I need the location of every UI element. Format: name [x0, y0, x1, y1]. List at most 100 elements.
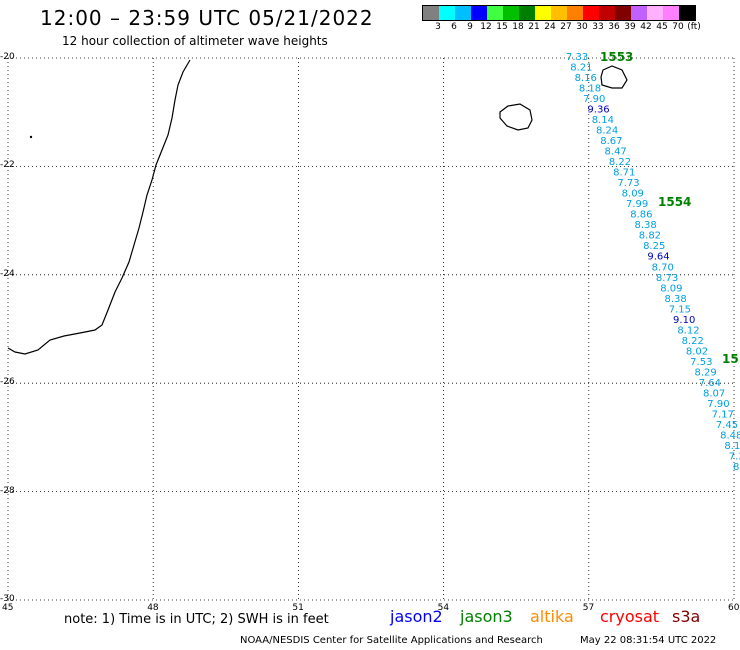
- longitude-label: 54: [437, 603, 450, 613]
- legend-label: 9: [467, 22, 473, 32]
- pass-time-label: 1553: [600, 50, 633, 64]
- wave-height-label: 8.18: [579, 84, 601, 95]
- legend-swatch: [535, 6, 551, 20]
- wave-height-label: 8.02: [686, 346, 708, 357]
- latitude-label: -28: [0, 485, 15, 496]
- legend-swatch: [615, 6, 631, 20]
- wave-height-label: 7.53: [690, 357, 712, 368]
- wave-height-label: 7.90: [707, 399, 729, 410]
- wave-height-label: 8.82: [639, 231, 661, 242]
- legend-label: 21: [528, 22, 540, 32]
- longitude-label: 48: [147, 603, 159, 613]
- legend-label: 45: [656, 22, 668, 32]
- wave-height-label: 7.3: [729, 451, 740, 462]
- wave-height-label: 8.09: [660, 283, 682, 294]
- satellite-legend-item: altika: [530, 607, 574, 626]
- reunion-island: [499, 103, 533, 131]
- satellite-legend-item: s3a: [672, 607, 701, 626]
- wave-height-label: 8.70: [652, 262, 674, 273]
- legend-label: 3: [435, 22, 441, 32]
- longitude-label: 60: [728, 603, 740, 613]
- wave-height-label: 8.12: [677, 325, 699, 336]
- map-subtitle: 12 hour collection of altimeter wave hei…: [62, 34, 328, 48]
- legend-swatch: [503, 6, 519, 20]
- wave-height-label: 8.14: [592, 115, 614, 126]
- wave-height-label: 7.33: [566, 52, 588, 63]
- wave-height-label: 7.17: [712, 409, 734, 420]
- footer-note: note: 1) Time is in UTC; 2) SWH is in fe…: [64, 612, 329, 627]
- wave-height-label: 7.90: [583, 94, 605, 105]
- wave-height-label: 8.09: [622, 189, 644, 200]
- legend-swatch: [647, 6, 663, 20]
- legend-swatch: [663, 6, 679, 20]
- color-legend-bar: [422, 5, 696, 21]
- wave-height-label: 8.12: [724, 441, 740, 452]
- legend-swatch: [487, 6, 503, 20]
- latitude-label: -22: [0, 160, 15, 171]
- legend-label: 6: [451, 22, 457, 32]
- wave-height-label: 8.24: [596, 126, 618, 137]
- legend-swatch: [471, 6, 487, 20]
- latitude-label: -20: [0, 52, 15, 62]
- legend-label: 33: [592, 22, 604, 32]
- pass-time-label: 15: [722, 352, 739, 366]
- legend-swatch: [455, 6, 471, 20]
- legend-label: 39: [624, 22, 636, 32]
- generation-timestamp: May 22 08:31:54 UTC 2022: [580, 635, 717, 646]
- credit-line: NOAA/NESDIS Center for Satellite Applica…: [240, 635, 543, 646]
- wave-height-label: 8: [733, 462, 739, 473]
- legend-label: 36: [608, 22, 620, 32]
- latitude-label: -24: [0, 268, 15, 279]
- latitude-label: -30: [0, 594, 15, 604]
- map-title: 12:00 – 23:59 UTC 05/21/2022: [40, 6, 374, 30]
- wave-height-label: 8.71: [613, 168, 635, 179]
- wave-height-label: 9.64: [647, 252, 669, 263]
- legend-label: (ft): [687, 22, 701, 32]
- legend-swatch: [679, 6, 695, 20]
- wave-height-label: 8.67: [600, 136, 622, 147]
- wave-height-label: 8.86: [630, 210, 652, 221]
- legend-swatch: [423, 6, 439, 20]
- legend-swatch: [551, 6, 567, 20]
- wave-height-label: 8.38: [635, 220, 657, 231]
- map-grid: [7, 57, 735, 601]
- wave-height-label: 8.21: [570, 63, 592, 74]
- satellite-legend-item: jason3: [460, 607, 513, 626]
- mauritius-island: [600, 65, 628, 89]
- pass-time-label: 1554: [658, 195, 691, 209]
- wave-height-label: 9.36: [587, 105, 609, 116]
- legend-label: 30: [576, 22, 588, 32]
- satellite-track: 7.338.218.168.187.909.368.148.248.678.47…: [566, 52, 740, 473]
- madagascar-coastline: [7, 59, 191, 355]
- wave-height-label: 8.16: [575, 73, 597, 84]
- legend-label: 15: [496, 22, 508, 32]
- legend-label: 24: [544, 22, 556, 32]
- wave-height-label: 7.99: [626, 199, 648, 210]
- wave-height-label: 8.25: [643, 241, 665, 252]
- wave-height-label: 7.45: [716, 420, 738, 431]
- wave-height-label: 8.48: [720, 430, 740, 441]
- satellite-legend-item: cryosat: [600, 607, 660, 626]
- wave-height-label: 8.73: [656, 273, 678, 284]
- legend-swatch: [519, 6, 535, 20]
- latitude-label: -26: [0, 377, 15, 388]
- legend-swatch: [583, 6, 599, 20]
- legend-swatch: [599, 6, 615, 20]
- longitude-label: 57: [582, 603, 595, 613]
- track-time-labels: 1553 1554 15: [600, 50, 739, 366]
- longitude-label: 51: [292, 603, 304, 613]
- wave-height-label: 8.22: [682, 336, 704, 347]
- legend-label: 42: [640, 22, 652, 32]
- wave-height-label: 7.15: [669, 304, 691, 315]
- coastline: [7, 59, 628, 355]
- wave-height-label: 9.10: [673, 315, 695, 326]
- wave-height-label: 8.29: [694, 367, 716, 378]
- wave-height-label: 8.38: [664, 294, 686, 305]
- wave-height-label: 8.07: [703, 388, 725, 399]
- legend-label: 18: [512, 22, 524, 32]
- small-island: [29, 135, 33, 139]
- wave-height-label: 7.73: [617, 178, 639, 189]
- wave-height-label: 8.47: [605, 147, 627, 158]
- wave-height-label: 7.64: [699, 378, 721, 389]
